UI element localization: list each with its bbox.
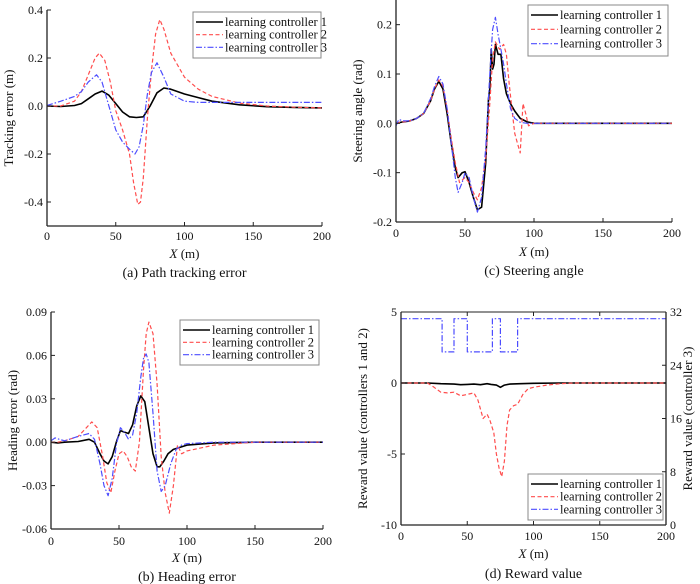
series-line-3 [47,62,322,155]
x-tick-label: 200 [313,229,331,243]
x-tick-label: 150 [244,229,262,243]
y-tick-label-right: 16 [670,412,682,426]
x-tick-label: 50 [461,529,473,543]
y-tick-label: 0.0 [28,99,43,113]
legend-label-2: learning controller 2 [560,490,662,504]
y-tick-label-right: 32 [670,305,682,319]
y-tick-label-right: 8 [670,465,676,479]
x-tick-label: 200 [657,529,675,543]
series-line-2 [401,382,666,478]
legend-label-3: learning controller 3 [212,348,314,362]
x-tick-label: 0 [393,226,399,240]
series-line-1 [396,43,672,211]
chart-panel-b: 0 50 100 150 200 -0.06 -0.03 0.00 0.03 0.06 0.09 X … [5,305,332,584]
series-line-3 [401,318,666,353]
legend-label-2: learning controller 2 [225,28,327,42]
legend-label-3: learning controller 3 [225,40,327,54]
x-tick-label: 150 [246,534,264,548]
x-tick-label: 150 [594,226,612,240]
legend-label-2: learning controller 2 [560,22,662,36]
chart-caption: (c) Steering angle [484,264,584,279]
y-tick-label: 0.00 [26,435,47,449]
x-tick-label: 100 [525,529,543,543]
y-tick-label: 5 [391,305,397,319]
chart-panel-a: 0 50 100 150 200 -0.4 -0.2 0.0 0.2 0.4 X (m) Tracki… [1,3,331,281]
series-line-2 [47,19,322,205]
series-line-2 [396,41,672,201]
y-tick-label: -0.4 [24,195,43,209]
legend-label-1: learning controller 1 [212,323,314,337]
y-axis-label: Tracking error (m) [1,70,16,167]
y-tick-label: 0.1 [377,67,392,81]
y-axis-label: Heading error (rad) [5,370,20,471]
x-axis-label: X (m) [171,550,202,565]
x-tick-label: 0 [398,529,404,543]
x-axis-label: X (m) [169,246,200,261]
chart-caption: (a) Path tracking error [123,266,247,281]
series-line-3 [51,353,323,497]
chart-caption: (d) Reward value [485,567,582,582]
chart-caption: (b) Heading error [138,570,236,584]
y-tick-label: 0 [391,376,397,390]
legend-label-2: learning controller 2 [212,335,314,349]
y-tick-label: 0.2 [377,18,392,32]
x-tick-label: 150 [591,529,609,543]
y-tick-label: -5 [387,447,397,461]
chart-panel-c: 0 50 100 150 200 -0.2 -0.1 0.0 0.1 0.2 X (m) Steeri… [350,0,681,279]
y-tick-label: 0.0 [377,116,392,130]
y-axis-label: Steering angle (rad) [350,59,365,162]
x-tick-label: 50 [110,229,122,243]
x-tick-label: 50 [459,226,471,240]
legend-label-3: learning controller 3 [560,502,662,516]
y-tick-label: -10 [381,518,397,532]
legend-label-3: learning controller 3 [560,37,662,51]
x-axis-label: X (m) [518,546,549,561]
y-tick-label: -0.03 [22,479,47,493]
x-tick-label: 0 [48,534,54,548]
legend-label-1: learning controller 1 [225,15,327,29]
y-tick-label: -0.2 [373,215,392,229]
series-line-1 [47,87,322,119]
y-tick-label: -0.2 [24,147,43,161]
x-tick-label: 100 [176,229,194,243]
x-tick-label: 100 [525,226,543,240]
series-line-2 [51,321,323,514]
x-tick-label: 200 [314,534,332,548]
y-tick-label: -0.06 [22,522,47,536]
x-tick-label: 0 [44,229,50,243]
y-tick-label: 0.4 [28,3,43,17]
x-tick-label: 100 [178,534,196,548]
legend-label-1: learning controller 1 [560,477,662,491]
x-tick-label: 200 [663,226,681,240]
y-tick-label-right: 24 [670,358,682,372]
y-tick-label: 0.03 [26,392,47,406]
y-tick-label: 0.09 [26,305,47,319]
y-axis-label-right: Reward value (controller 3) [680,346,695,490]
y-axis-label: Reward value (controllers 1 and 2) [355,328,370,509]
series-line-1 [51,395,323,468]
y-tick-label: 0.06 [26,348,47,362]
legend-label-1: learning controller 1 [560,8,662,22]
y-tick-label: 0.2 [28,51,43,65]
y-tick-label-right: 0 [670,518,676,532]
x-axis-label: X (m) [518,244,549,259]
series-line-1 [401,382,666,389]
x-tick-label: 50 [113,534,125,548]
y-tick-label: -0.1 [373,166,392,180]
